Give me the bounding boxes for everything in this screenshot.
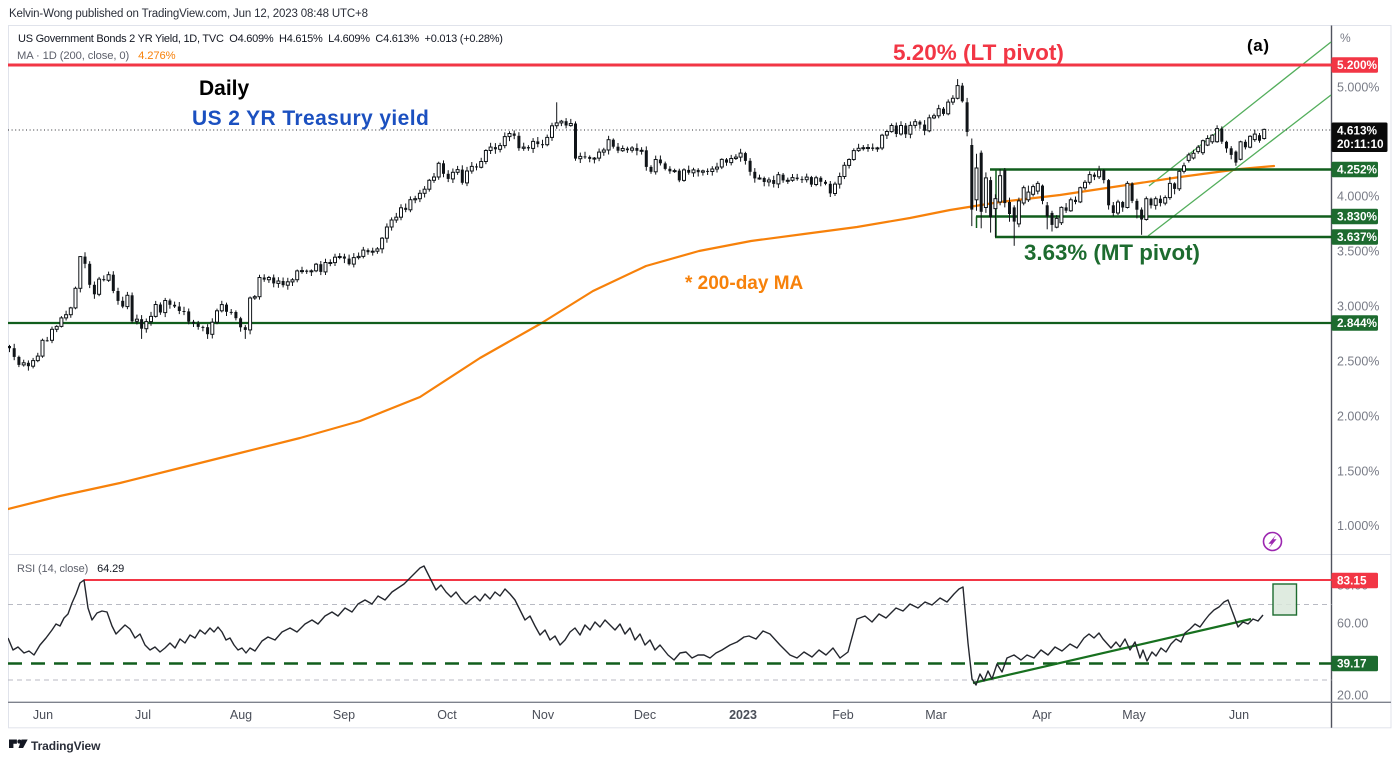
svg-text:Nov: Nov — [532, 708, 555, 722]
svg-text:1.500%: 1.500% — [1337, 465, 1379, 479]
svg-text:TradingView: TradingView — [31, 739, 101, 753]
svg-text:Jun: Jun — [33, 708, 53, 722]
svg-text:MA · 1D (200, close, 0) 4.27: MA · 1D (200, close, 0) 4.276% — [17, 50, 176, 62]
svg-text:Mar: Mar — [925, 708, 947, 722]
svg-text:Sep: Sep — [333, 708, 355, 722]
svg-text:83.15: 83.15 — [1337, 574, 1367, 588]
svg-text:(a): (a) — [1247, 36, 1270, 55]
svg-text:US Government Bonds 2 YR Yield: US Government Bonds 2 YR Yield, 1D, TVC … — [18, 33, 503, 45]
svg-text:5.000%: 5.000% — [1337, 81, 1379, 95]
svg-text:1.000%: 1.000% — [1337, 519, 1379, 533]
svg-text:4.000%: 4.000% — [1337, 190, 1379, 204]
svg-text:US 2 YR Treasury yield: US 2 YR Treasury yield — [192, 107, 429, 130]
svg-text:3.830%: 3.830% — [1337, 210, 1378, 224]
svg-text:2.000%: 2.000% — [1337, 410, 1379, 424]
svg-text:Jun: Jun — [1229, 708, 1249, 722]
svg-text:4.613%: 4.613% — [1337, 124, 1378, 138]
svg-text:Jul: Jul — [135, 708, 151, 722]
svg-text:20:11:10: 20:11:10 — [1337, 137, 1384, 151]
svg-text:Feb: Feb — [832, 708, 854, 722]
svg-text:3.63% (MT pivot): 3.63% (MT pivot) — [1024, 240, 1200, 265]
svg-text:Daily: Daily — [199, 77, 250, 100]
svg-text:2.844%: 2.844% — [1337, 316, 1378, 330]
svg-text:5.200%: 5.200% — [1337, 58, 1378, 72]
svg-text:RSI (14, close) 64.29: RSI (14, close) 64.29 — [17, 563, 124, 575]
svg-text:Apr: Apr — [1032, 708, 1051, 722]
svg-text:3.000%: 3.000% — [1337, 300, 1379, 314]
svg-text:4.252%: 4.252% — [1337, 163, 1378, 177]
svg-text:3.500%: 3.500% — [1337, 245, 1379, 259]
svg-text:5.20% (LT pivot): 5.20% (LT pivot) — [893, 40, 1064, 65]
svg-text:May: May — [1122, 708, 1146, 722]
svg-text:60.00: 60.00 — [1337, 617, 1368, 631]
svg-text:2023: 2023 — [729, 708, 757, 722]
svg-text:39.17: 39.17 — [1337, 657, 1367, 671]
svg-text:* 200-day MA: * 200-day MA — [685, 273, 804, 294]
svg-text:2.500%: 2.500% — [1337, 355, 1379, 369]
svg-text:Oct: Oct — [437, 708, 457, 722]
svg-text:%: % — [1340, 31, 1351, 45]
svg-text:3.637%: 3.637% — [1337, 230, 1378, 244]
svg-text:20.00: 20.00 — [1337, 689, 1368, 703]
svg-text:Dec: Dec — [634, 708, 656, 722]
svg-text:Aug: Aug — [230, 708, 252, 722]
svg-text:Kelvin-Wong published on Tradi: Kelvin-Wong published on TradingView.com… — [9, 8, 368, 20]
